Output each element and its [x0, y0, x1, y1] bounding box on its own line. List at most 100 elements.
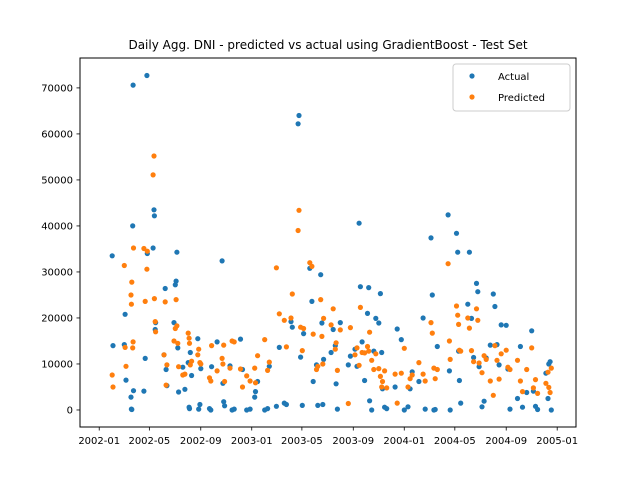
data-point-actual — [129, 406, 135, 413]
data-point-actual — [296, 112, 302, 119]
data-point-predicted — [496, 376, 502, 382]
data-point-predicted — [379, 384, 385, 390]
data-point-actual — [333, 381, 339, 387]
data-point-predicted — [332, 346, 338, 352]
data-point-predicted — [186, 335, 192, 341]
data-point-actual — [428, 235, 434, 241]
data-point-actual — [187, 349, 193, 356]
data-point-predicted — [337, 327, 343, 333]
data-point-predicted — [288, 315, 294, 321]
data-point-actual — [471, 354, 477, 361]
data-point-predicted — [196, 346, 202, 352]
data-point-actual — [196, 406, 202, 412]
data-point-predicted — [176, 364, 182, 370]
data-point-predicted — [524, 366, 530, 373]
points-layer — [109, 72, 554, 413]
data-point-actual — [219, 258, 225, 264]
data-point-actual — [295, 121, 301, 127]
data-point-actual — [265, 406, 271, 412]
data-point-predicted — [129, 279, 135, 285]
data-point-predicted — [356, 362, 362, 368]
data-point-predicted — [222, 378, 228, 385]
data-point-predicted — [453, 303, 460, 309]
data-point-predicted — [401, 345, 407, 351]
data-point-actual — [547, 359, 553, 365]
data-point-predicted — [382, 368, 388, 374]
data-point-predicted — [171, 338, 177, 344]
data-point-predicted — [318, 297, 324, 303]
data-point-actual — [479, 404, 485, 410]
data-point-predicted — [517, 378, 524, 384]
chart-title: Daily Agg. DNI - predicted vs actual usi… — [128, 38, 527, 52]
data-point-actual — [288, 319, 294, 325]
data-point-predicted — [328, 322, 334, 328]
data-point-actual — [175, 345, 181, 351]
data-point-predicted — [320, 361, 326, 367]
data-point-predicted — [468, 348, 475, 354]
data-point-predicted — [492, 343, 498, 349]
data-point-predicted — [239, 384, 246, 390]
data-point-actual — [377, 291, 383, 297]
data-point-actual — [481, 398, 487, 404]
data-point-actual — [548, 407, 554, 413]
data-point-actual — [384, 406, 390, 412]
data-point-predicted — [123, 363, 129, 369]
data-point-actual — [364, 310, 371, 316]
data-point-actual — [490, 291, 496, 297]
data-point-actual — [401, 407, 407, 413]
y-tick-label: 50000 — [41, 175, 73, 186]
data-point-predicted — [447, 356, 453, 362]
data-point-predicted — [299, 348, 305, 354]
data-point-predicted — [195, 352, 201, 358]
data-point-predicted — [465, 315, 471, 321]
data-point-actual — [186, 406, 193, 412]
data-point-predicted — [347, 325, 353, 331]
data-point-predicted — [494, 357, 500, 363]
legend-label-actual: Actual — [498, 72, 529, 83]
data-point-predicted — [545, 369, 551, 375]
data-point-actual — [315, 402, 321, 408]
data-point-predicted — [428, 320, 434, 326]
x-tick-label: 2003-01 — [231, 436, 273, 447]
data-point-predicted — [333, 340, 339, 346]
data-point-actual — [320, 401, 326, 408]
data-point-actual — [208, 407, 214, 413]
data-point-actual — [392, 384, 398, 390]
data-point-actual — [214, 339, 220, 345]
data-point-actual — [109, 253, 115, 259]
data-point-predicted — [142, 298, 148, 304]
data-point-predicted — [455, 312, 461, 318]
legend-marker-actual — [469, 73, 475, 79]
data-point-predicted — [434, 366, 440, 373]
data-point-predicted — [227, 365, 233, 371]
data-point-predicted — [189, 358, 195, 364]
data-point-predicted — [487, 378, 493, 384]
x-tick-label: 2004-05 — [434, 436, 476, 447]
data-point-predicted — [130, 245, 137, 251]
data-point-predicted — [173, 297, 179, 303]
data-point-predicted — [473, 306, 480, 312]
data-point-predicted — [354, 345, 360, 351]
data-point-predicted — [420, 371, 426, 377]
data-point-predicted — [367, 329, 373, 335]
data-point-predicted — [547, 389, 553, 396]
data-point-actual — [150, 245, 156, 251]
data-point-actual — [362, 377, 368, 384]
series-predicted — [109, 153, 554, 407]
data-point-actual — [252, 389, 259, 395]
data-point-predicted — [162, 299, 168, 305]
data-point-predicted — [330, 306, 336, 312]
data-point-predicted — [456, 321, 462, 327]
data-point-predicted — [532, 377, 539, 383]
y-tick-label: 20000 — [41, 313, 73, 324]
data-point-actual — [347, 353, 353, 359]
data-point-actual — [237, 336, 244, 342]
data-point-predicted — [262, 337, 268, 343]
data-point-actual — [473, 280, 480, 286]
data-point-predicted — [151, 153, 157, 159]
data-point-predicted — [110, 384, 116, 390]
data-point-actual — [476, 364, 482, 370]
data-point-predicted — [364, 343, 371, 350]
data-point-actual — [405, 404, 411, 410]
data-point-actual — [517, 343, 524, 350]
